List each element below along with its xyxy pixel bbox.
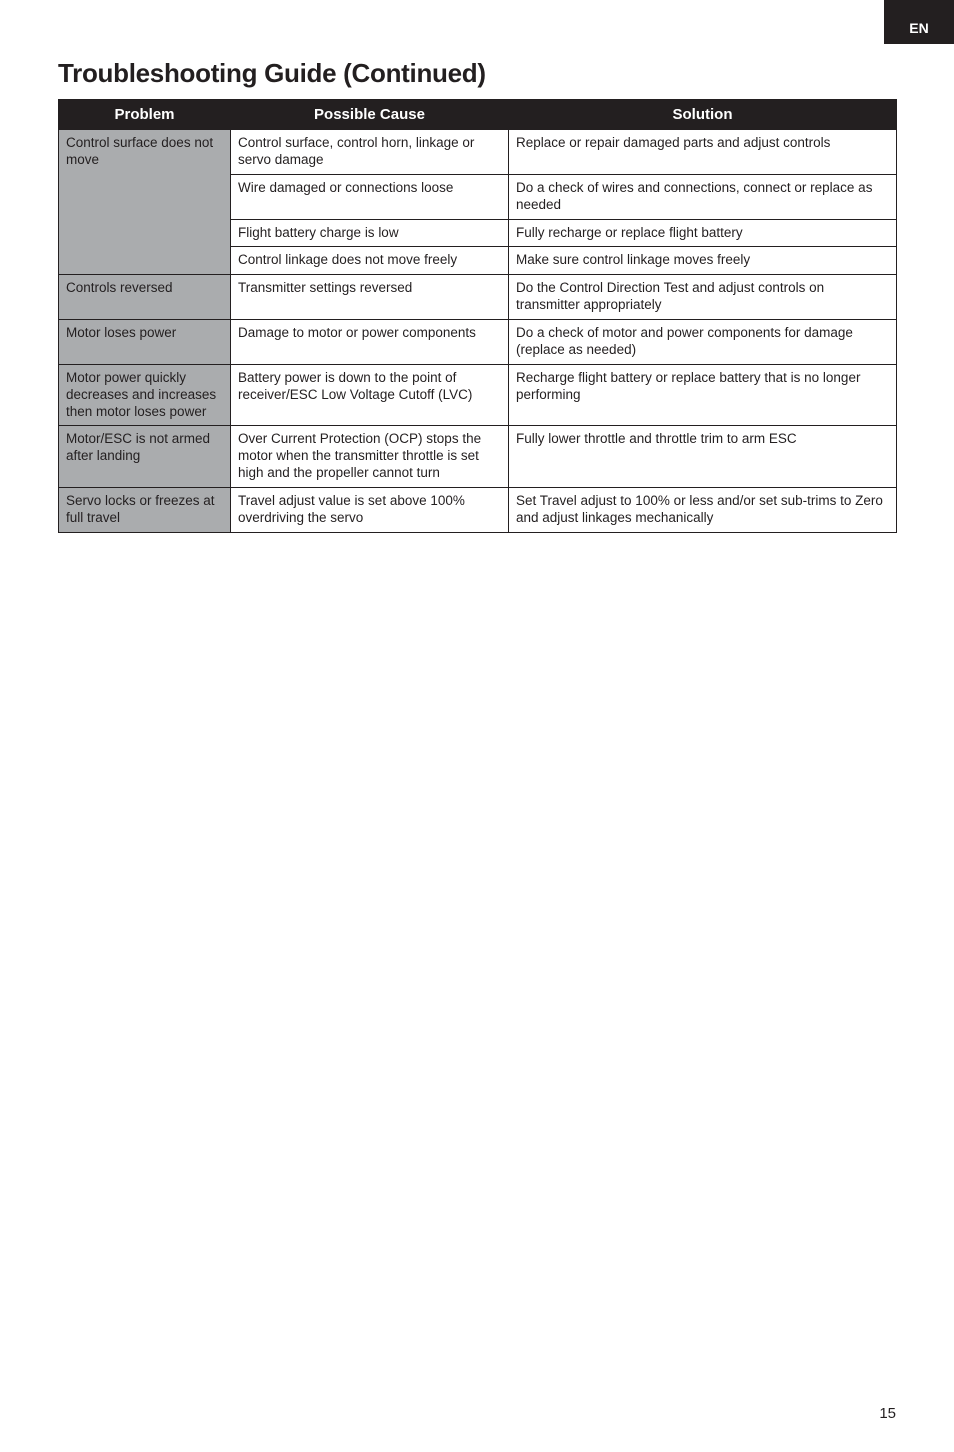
solution-cell: Do the Control Direction Test and adjust… bbox=[509, 275, 897, 320]
page-content: Troubleshooting Guide (Continued) Proble… bbox=[0, 0, 954, 533]
solution-cell: Fully lower throttle and throttle trim t… bbox=[509, 426, 897, 488]
cause-cell: Control linkage does not move freely bbox=[231, 247, 509, 275]
problem-cell: Motor loses power bbox=[59, 320, 231, 365]
table-header-cell: Possible Cause bbox=[231, 100, 509, 130]
cause-cell: Damage to motor or power components bbox=[231, 320, 509, 365]
cause-cell: Control surface, control horn, linkage o… bbox=[231, 130, 509, 175]
solution-cell: Replace or repair damaged parts and adju… bbox=[509, 130, 897, 175]
table-header-cell: Solution bbox=[509, 100, 897, 130]
cause-cell: Flight battery charge is low bbox=[231, 219, 509, 247]
problem-cell: Motor/ESC is not armed after landing bbox=[59, 426, 231, 488]
table-row: Motor loses powerDamage to motor or powe… bbox=[59, 320, 897, 365]
cause-cell: Battery power is down to the point of re… bbox=[231, 364, 509, 426]
solution-cell: Make sure control linkage moves freely bbox=[509, 247, 897, 275]
table-row: Control surface does not moveControl sur… bbox=[59, 130, 897, 175]
page-title: Troubleshooting Guide (Continued) bbox=[58, 58, 896, 89]
problem-cell: Control surface does not move bbox=[59, 130, 231, 275]
solution-cell: Do a check of motor and power components… bbox=[509, 320, 897, 365]
cause-cell: Travel adjust value is set above 100% ov… bbox=[231, 488, 509, 533]
solution-cell: Recharge flight battery or replace batte… bbox=[509, 364, 897, 426]
cause-cell: Wire damaged or connections loose bbox=[231, 174, 509, 219]
solution-cell: Fully recharge or replace flight battery bbox=[509, 219, 897, 247]
solution-cell: Do a check of wires and connections, con… bbox=[509, 174, 897, 219]
solution-cell: Set Travel adjust to 100% or less and/or… bbox=[509, 488, 897, 533]
problem-cell: Motor power quickly decreases and increa… bbox=[59, 364, 231, 426]
cause-cell: Transmitter settings reversed bbox=[231, 275, 509, 320]
table-row: Servo locks or freezes at full travelTra… bbox=[59, 488, 897, 533]
cause-cell: Over Current Protection (OCP) stops the … bbox=[231, 426, 509, 488]
troubleshooting-table: ProblemPossible CauseSolution Control su… bbox=[58, 99, 897, 533]
problem-cell: Controls reversed bbox=[59, 275, 231, 320]
problem-cell: Servo locks or freezes at full travel bbox=[59, 488, 231, 533]
page-number: 15 bbox=[879, 1405, 896, 1422]
table-row: Motor/ESC is not armed after landingOver… bbox=[59, 426, 897, 488]
language-tab: EN bbox=[884, 0, 954, 44]
table-header-cell: Problem bbox=[59, 100, 231, 130]
table-row: Motor power quickly decreases and increa… bbox=[59, 364, 897, 426]
table-row: Controls reversedTransmitter settings re… bbox=[59, 275, 897, 320]
